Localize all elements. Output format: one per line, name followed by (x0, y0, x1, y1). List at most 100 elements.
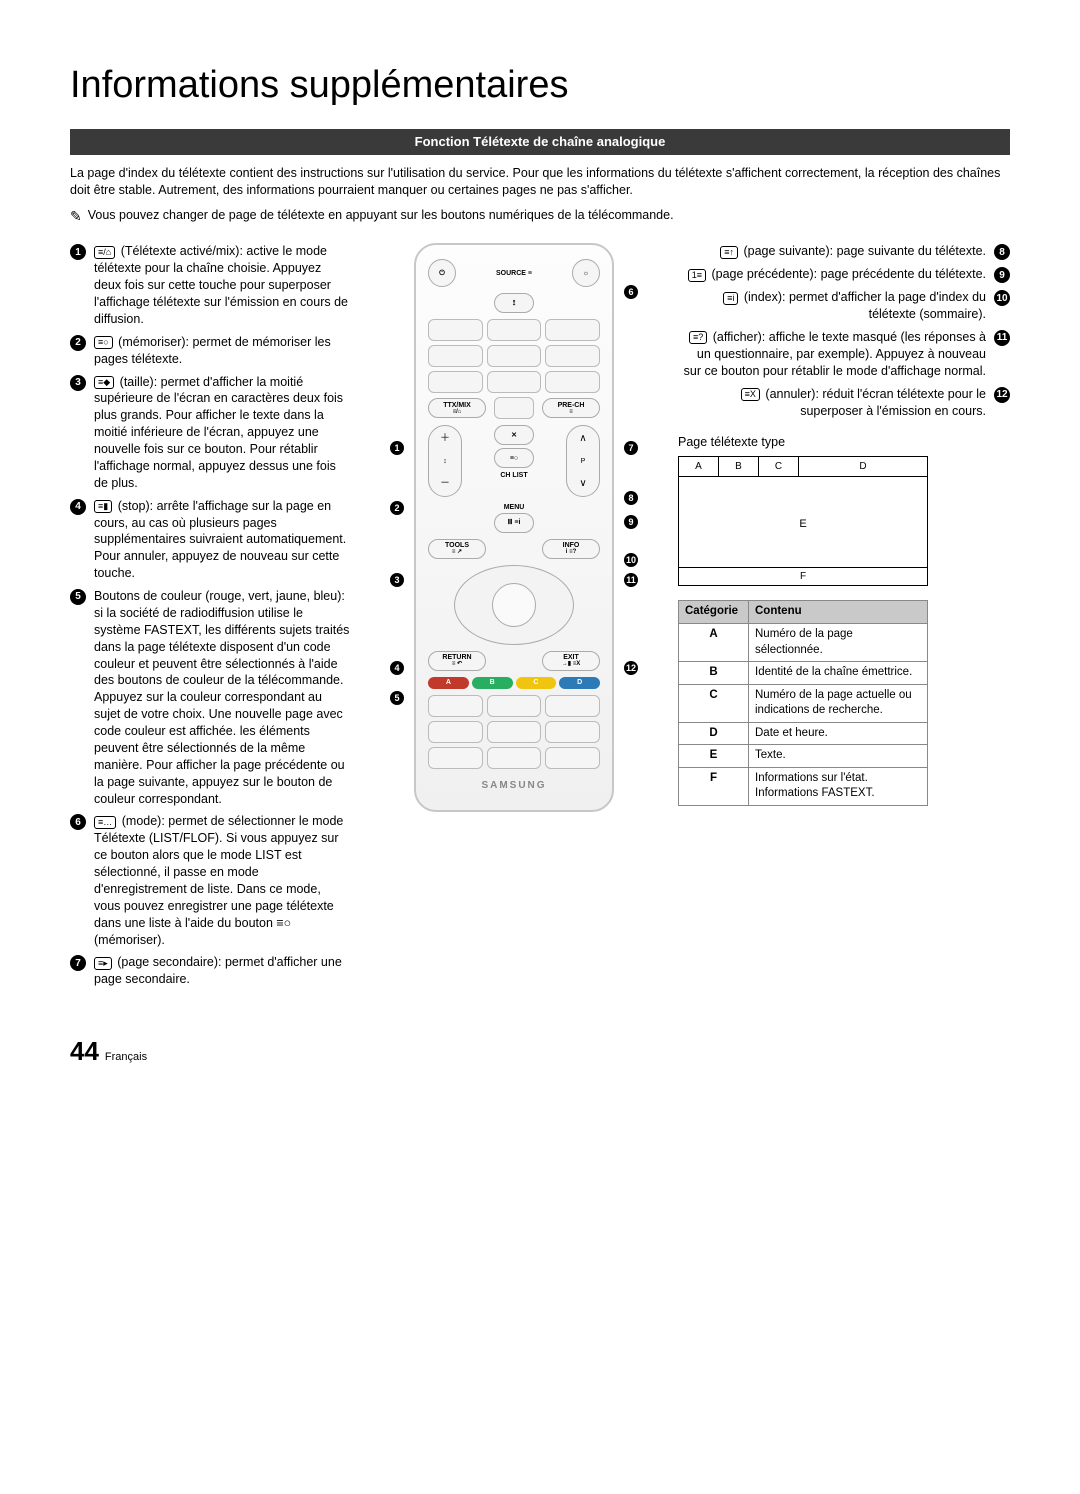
item-text: ≡↑ (page suivante): page suivante du tél… (678, 243, 986, 260)
sample-d: D (799, 457, 927, 476)
table-row: FInformations sur l'état. Informations F… (679, 767, 928, 805)
info-button[interactable]: INFOi ≡? (542, 539, 600, 559)
table-row: DDate et heure. (679, 722, 928, 745)
list-item: 1≡/⌂ (Télétexte activé/mix): active le m… (70, 243, 350, 327)
bullet-icon: 2 (70, 335, 86, 351)
section-heading: Fonction Télétexte de chaîne analogique (70, 129, 1010, 155)
media-btn[interactable] (545, 721, 600, 743)
menu-label: MENU (428, 503, 600, 512)
num-btn[interactable] (494, 397, 534, 419)
cell-category: F (679, 767, 749, 805)
channel-rocker[interactable]: ∧P∨ (566, 425, 600, 497)
cell-category: B (679, 662, 749, 685)
table-row: CNuméro de la page actuelle ou indicatio… (679, 684, 928, 722)
list-item: 8≡↑ (page suivante): page suivante du té… (678, 243, 1010, 260)
cell-category: C (679, 684, 749, 722)
teletext-symbol-icon: 1≡ (688, 269, 706, 282)
dpad[interactable] (454, 565, 574, 645)
list-item: 10≡i (index): permet d'afficher la page … (678, 289, 1010, 323)
store-button[interactable]: ≡○ (494, 448, 534, 468)
cell-content: Date et heure. (749, 722, 928, 745)
num-btn[interactable] (487, 319, 542, 341)
cell-content: Identité de la chaîne émettrice. (749, 662, 928, 685)
light-button[interactable]: ☼ (572, 259, 600, 287)
table-row: ANuméro de la page sélectionnée. (679, 624, 928, 662)
remote-column: ⏻ SOURCE ≡ ☼ ⟟ TTX/MIX≡/⌂ PRE-CH≡ ＋↕－ (374, 243, 654, 812)
note: ✎ Vous pouvez changer de page de télétex… (70, 207, 1010, 226)
power-button[interactable]: ⏻ (428, 259, 456, 287)
page-lang: Français (105, 1050, 147, 1065)
prech-button[interactable]: PRE-CH≡ (542, 398, 600, 418)
callout-4: 4 (390, 661, 404, 675)
teletext-sample: A B C D E F (678, 456, 928, 586)
cell-content: Texte. (749, 745, 928, 768)
list-item: 5Boutons de couleur (rouge, vert, jaune,… (70, 588, 350, 807)
media-btn[interactable] (428, 695, 483, 717)
media-btn[interactable] (545, 695, 600, 717)
return-button[interactable]: RETURN≡ ↶ (428, 651, 486, 671)
dpad-ok[interactable] (492, 583, 536, 627)
sample-e: E (679, 517, 927, 532)
sample-a: A (679, 457, 719, 476)
ttxmix-button[interactable]: TTX/MIX≡/⌂ (428, 398, 486, 418)
callout-1: 1 (390, 441, 404, 455)
teletext-symbol-icon: ≡↑ (720, 246, 738, 259)
table-row: BIdentité de la chaîne émettrice. (679, 662, 928, 685)
menu-button[interactable]: Ⅲ ≡i (494, 513, 534, 533)
cell-category: E (679, 745, 749, 768)
callout-8: 8 (624, 491, 638, 505)
list-item: 4 ≡▮ (stop): arrête l'affichage sur la pa… (70, 498, 350, 582)
chlist-label: CH LIST (500, 471, 527, 480)
page-number: 44 (70, 1034, 99, 1069)
callout-3: 3 (390, 573, 404, 587)
num-btn[interactable] (428, 345, 483, 367)
media-btn[interactable] (428, 721, 483, 743)
category-table: Catégorie Contenu ANuméro de la page sél… (678, 600, 928, 805)
mute-button[interactable]: ✕ (494, 425, 534, 445)
list-item: 2≡○ (mémoriser): permet de mémoriser les… (70, 334, 350, 368)
media-btn[interactable] (487, 695, 542, 717)
sample-c: C (759, 457, 799, 476)
num-btn[interactable] (545, 319, 600, 341)
source-label: SOURCE ≡ (496, 269, 532, 278)
table-row: ETexte. (679, 745, 928, 768)
teletext-symbol-icon: ≡▮ (94, 500, 112, 513)
num-btn[interactable] (428, 371, 483, 393)
cell-category: D (679, 722, 749, 745)
num-btn[interactable] (545, 345, 600, 367)
teletext-symbol-icon: ≡○ (94, 336, 113, 349)
media-btn[interactable] (487, 747, 542, 769)
cell-content: Informations sur l'état. Informations FA… (749, 767, 928, 805)
th-content: Contenu (749, 601, 928, 624)
callout-11: 11 (624, 573, 638, 587)
bullet-icon: 4 (70, 499, 86, 515)
item-text: ≡i (index): permet d'afficher la page d'… (678, 289, 986, 323)
list-item: 6≡… (mode): permet de sélectionner le mo… (70, 813, 350, 948)
media-btn[interactable] (428, 747, 483, 769)
hdmi-button[interactable]: ⟟ (494, 293, 534, 313)
tools-button[interactable]: TOOLS≡ ↗ (428, 539, 486, 559)
note-icon: ✎ (70, 207, 82, 226)
num-btn[interactable] (545, 371, 600, 393)
teletext-symbol-icon: ≡i (723, 292, 738, 305)
page-footer: 44 Français (70, 1034, 1010, 1069)
cell-content: Numéro de la page actuelle ou indication… (749, 684, 928, 722)
color-buttons[interactable]: A B C D (428, 677, 600, 689)
item-text: ≡▮ (stop): arrête l'affichage sur la pag… (94, 498, 350, 582)
num-btn[interactable] (428, 319, 483, 341)
teletext-symbol-icon: ≡◆ (94, 376, 114, 389)
item-text: ≡X (annuler): réduit l'écran télétexte p… (678, 386, 986, 420)
bullet-icon: 7 (70, 955, 86, 971)
bullet-icon: 1 (70, 244, 86, 260)
item-text: ≡? (afficher): affiche le texte masqué (… (678, 329, 986, 380)
media-btn[interactable] (487, 721, 542, 743)
sample-b: B (719, 457, 759, 476)
media-btn[interactable] (545, 747, 600, 769)
num-btn[interactable] (487, 371, 542, 393)
teletext-symbol-icon: ≡X (741, 388, 760, 401)
list-item: 12≡X (annuler): réduit l'écran télétexte… (678, 386, 1010, 420)
num-btn[interactable] (487, 345, 542, 367)
volume-rocker[interactable]: ＋↕－ (428, 425, 462, 497)
exit-button[interactable]: EXIT→▮ ≡X (542, 651, 600, 671)
remote-control: ⏻ SOURCE ≡ ☼ ⟟ TTX/MIX≡/⌂ PRE-CH≡ ＋↕－ (414, 243, 614, 812)
